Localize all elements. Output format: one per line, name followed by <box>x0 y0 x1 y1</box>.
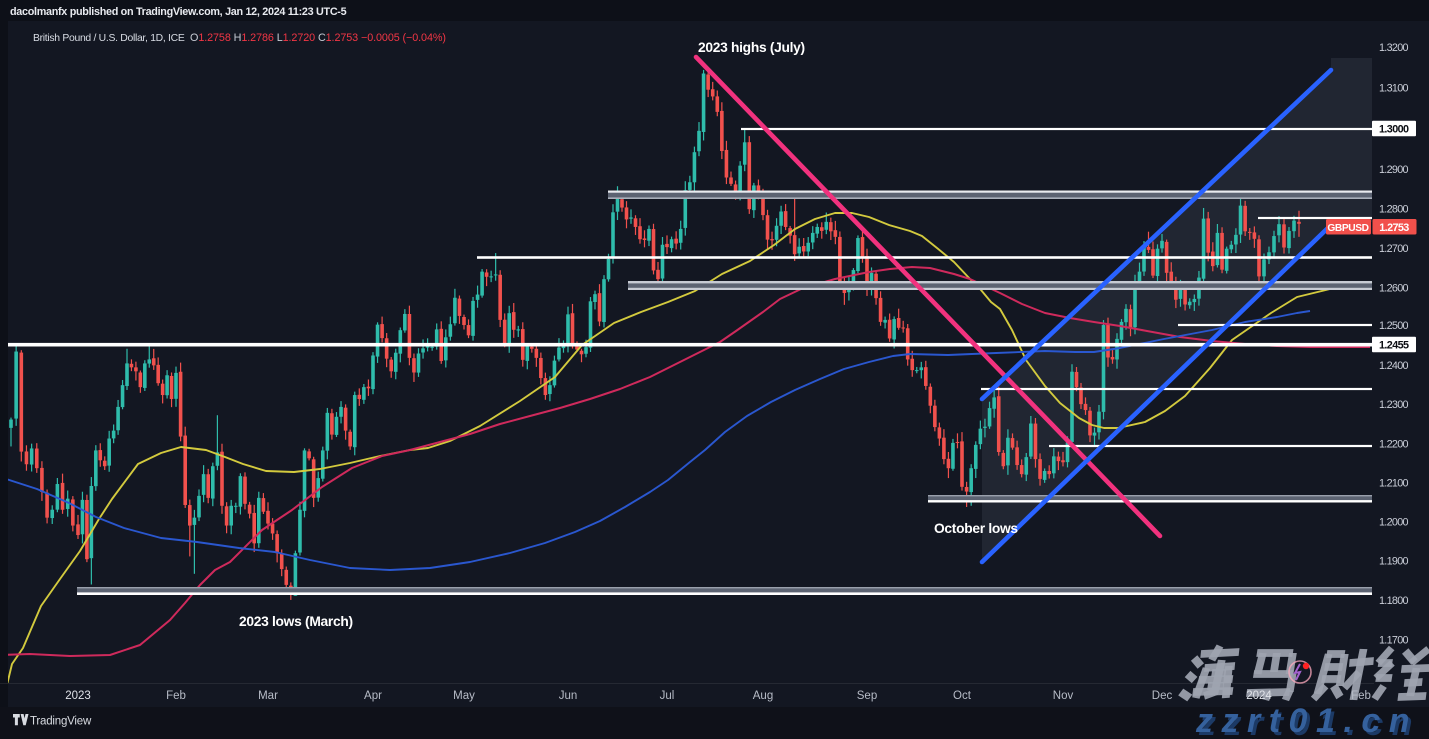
svg-text:2023: 2023 <box>65 690 91 702</box>
svg-text:May: May <box>453 690 475 702</box>
svg-text:1.2455: 1.2455 <box>1379 340 1409 352</box>
svg-text:Feb: Feb <box>1351 690 1371 702</box>
svg-text:Mar: Mar <box>258 690 278 702</box>
svg-text:Jun: Jun <box>559 690 578 702</box>
svg-text:dacolmanfx published on Tradin: dacolmanfx published on TradingView.com,… <box>10 6 347 18</box>
svg-text:Oct: Oct <box>953 690 972 702</box>
svg-text:1.2900: 1.2900 <box>1379 164 1409 176</box>
svg-text:GBPUSD: GBPUSD <box>1327 223 1368 234</box>
svg-text:2023 highs (July): 2023 highs (July) <box>698 40 805 55</box>
svg-text:zzrt01.cn: zzrt01.cn <box>1195 702 1418 739</box>
svg-text:Dec: Dec <box>1152 690 1173 702</box>
svg-text:1.2700: 1.2700 <box>1379 243 1409 255</box>
svg-text:1.2100: 1.2100 <box>1379 478 1409 490</box>
svg-text:1.1900: 1.1900 <box>1379 556 1409 568</box>
svg-text:October lows: October lows <box>934 521 1018 536</box>
svg-text:2023 lows (March): 2023 lows (March) <box>239 614 353 629</box>
svg-text:1.3100: 1.3100 <box>1379 83 1409 95</box>
svg-text:1.2800: 1.2800 <box>1379 204 1409 216</box>
svg-text:1.2600: 1.2600 <box>1379 283 1409 295</box>
svg-text:Sep: Sep <box>857 690 877 702</box>
svg-text:TradingView: TradingView <box>30 716 92 728</box>
svg-text:1.2200: 1.2200 <box>1379 439 1409 451</box>
svg-text:1.1800: 1.1800 <box>1379 595 1409 607</box>
svg-text:Apr: Apr <box>364 690 382 702</box>
svg-text:1.2753: 1.2753 <box>1379 222 1409 234</box>
svg-text:1.1700: 1.1700 <box>1379 635 1409 647</box>
svg-text:O1.2758 H1.2786 L1.2720 C1.275: O1.2758 H1.2786 L1.2720 C1.2753 −0.0005 … <box>190 32 446 44</box>
svg-text:British Pound / U.S. Dollar, 1: British Pound / U.S. Dollar, 1D, ICE <box>33 33 185 44</box>
svg-text:Feb: Feb <box>166 690 186 702</box>
svg-text:zzrt01.cn: zzrt01.cn <box>1198 705 1421 739</box>
svg-text:Nov: Nov <box>1053 690 1074 702</box>
svg-text:1.2400: 1.2400 <box>1379 360 1409 372</box>
svg-text:Aug: Aug <box>753 690 773 702</box>
svg-text:1.3000: 1.3000 <box>1379 124 1409 136</box>
svg-text:1.3200: 1.3200 <box>1379 42 1409 54</box>
svg-text:1.2500: 1.2500 <box>1379 320 1409 332</box>
svg-text:2024: 2024 <box>1246 690 1272 702</box>
svg-text:Jul: Jul <box>660 690 675 702</box>
svg-text:1.2300: 1.2300 <box>1379 399 1409 411</box>
svg-text:1.2000: 1.2000 <box>1379 517 1409 529</box>
